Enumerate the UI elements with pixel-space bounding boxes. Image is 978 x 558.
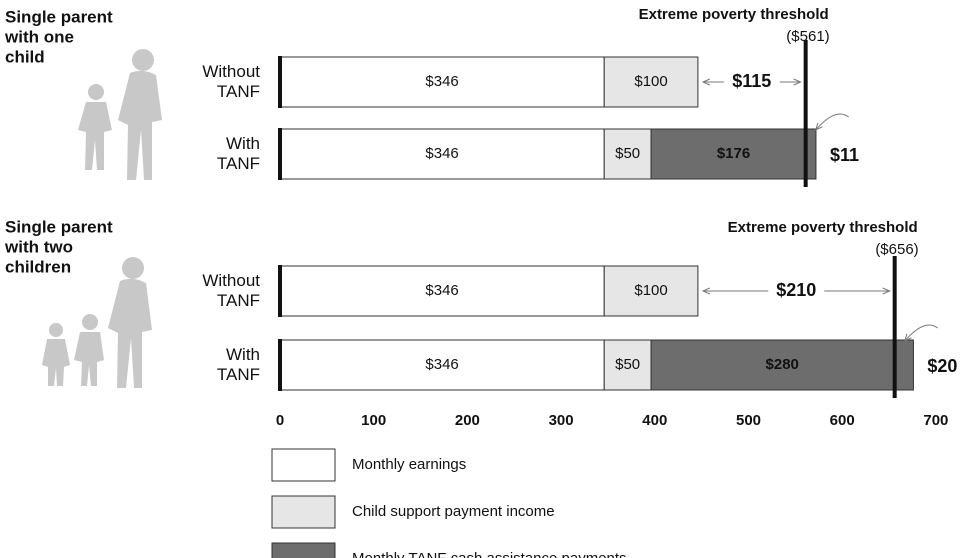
value-label: $100 xyxy=(634,73,667,90)
x-tick-label: 300 xyxy=(549,412,574,429)
category-label: Without TANF xyxy=(202,271,260,310)
panel-title: with two xyxy=(4,237,73,256)
family-silhouette xyxy=(42,257,152,388)
x-tick-label: 100 xyxy=(361,412,386,429)
excess-arrow xyxy=(816,113,849,130)
excess-label: $20 xyxy=(927,356,957,376)
excess-label: $11 xyxy=(830,145,859,165)
bar-segment xyxy=(603,56,699,108)
category-label: With TANF xyxy=(216,134,260,173)
value-label: $50 xyxy=(615,145,640,162)
threshold-value-label: ($561) xyxy=(786,28,829,45)
legend-swatch xyxy=(271,542,336,558)
panel-title: Single parent xyxy=(5,7,113,26)
x-tick-label: 200 xyxy=(455,412,480,429)
value-label: $346 xyxy=(425,282,458,299)
legend-label: Monthly earnings xyxy=(352,456,466,473)
excess-arrow xyxy=(905,324,938,341)
value-label: $50 xyxy=(615,356,640,373)
gap-label-bg xyxy=(723,71,780,93)
gap-label: $115 xyxy=(732,71,771,91)
value-label: $280 xyxy=(766,356,799,373)
gap-label: $210 xyxy=(776,280,816,300)
panel-title: Single parent xyxy=(5,217,113,236)
bar-segment xyxy=(279,56,605,108)
value-label: $100 xyxy=(634,282,667,299)
panel-title: with one xyxy=(4,27,74,46)
legend-swatch xyxy=(271,448,336,482)
value-label: $346 xyxy=(425,73,458,90)
bar-segment xyxy=(650,339,914,391)
panel-title: child xyxy=(5,47,45,66)
category-label: Without TANF xyxy=(202,62,260,101)
bar-segment xyxy=(650,128,817,180)
gap-label-bg xyxy=(768,280,825,302)
x-tick-label: 600 xyxy=(830,412,855,429)
threshold-value-label: ($656) xyxy=(875,241,918,258)
panel-title: children xyxy=(5,257,71,276)
value-label: $176 xyxy=(717,145,750,162)
bar-segment xyxy=(279,128,605,180)
value-label: $346 xyxy=(425,356,458,373)
family-silhouette xyxy=(78,49,162,180)
threshold-label: Extreme poverty threshold xyxy=(728,219,918,236)
legend-label: Child support payment income xyxy=(352,503,555,520)
x-tick-label: 500 xyxy=(736,412,761,429)
x-tick-label: 0 xyxy=(276,412,284,429)
category-label: With TANF xyxy=(216,345,260,384)
bar-segment xyxy=(279,339,605,391)
x-tick-label: 700 xyxy=(923,412,948,429)
value-label: $346 xyxy=(425,145,458,162)
x-tick-label: 400 xyxy=(642,412,667,429)
threshold-label: Extreme poverty threshold xyxy=(639,6,829,23)
legend-swatch xyxy=(271,495,336,529)
legend-label: Monthly TANF cash assistance payments xyxy=(352,550,627,558)
bar-segment xyxy=(603,265,699,317)
